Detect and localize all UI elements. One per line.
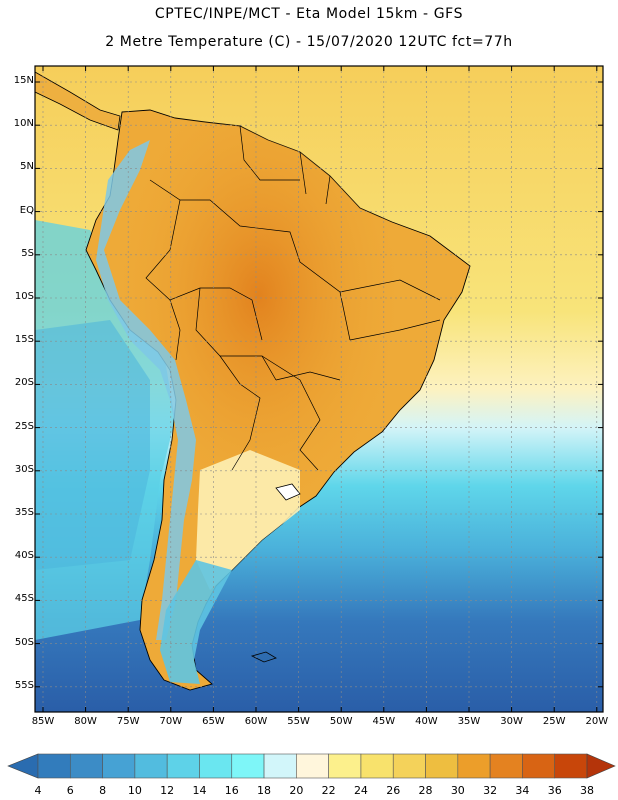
colorbar-segment	[102, 753, 136, 779]
colorbar	[7, 753, 616, 779]
map-subtitle: 2 Metre Temperature (C) - 15/07/2020 12U…	[105, 34, 513, 50]
colorbar-segment	[37, 753, 71, 779]
colorbar-label: 28	[418, 784, 433, 797]
lon-label: 20W	[585, 716, 609, 727]
rio-de-la-plata	[275, 483, 301, 501]
southern-cone-mild	[196, 450, 300, 590]
lat-label: 45S	[14, 593, 34, 605]
colorbar-segment	[392, 753, 426, 779]
lon-label: 50W	[329, 716, 353, 727]
colorbar-segment	[554, 753, 588, 779]
colorbar-label: 38	[580, 784, 594, 797]
lat-label: 5N	[20, 161, 34, 173]
lon-label: 85W	[31, 716, 55, 727]
lat-label: 10S	[14, 291, 34, 302]
lon-label: 60W	[244, 716, 268, 727]
patagonia-cold	[160, 560, 232, 684]
colorbar-label: 8	[99, 784, 107, 797]
lat-label: 35S	[14, 507, 34, 518]
colorbar-label: 18	[257, 784, 272, 797]
colorbar-label: 34	[515, 784, 530, 797]
colorbar-segment	[69, 753, 103, 779]
colorbar-segment	[425, 753, 459, 779]
lon-label: 75W	[116, 716, 140, 727]
colorbar-segment	[328, 753, 362, 779]
falkland-islands	[250, 651, 277, 663]
lat-label: 20S	[14, 377, 34, 389]
colorbar-segment	[522, 753, 556, 779]
colorbar-segment	[199, 753, 233, 779]
colorbar-arrow-low	[7, 753, 39, 779]
colorbar-label: 14	[192, 784, 207, 797]
map-title: CPTEC/INPE/MCT - Eta Model 15km - GFS	[154, 6, 464, 22]
lon-label: 35W	[457, 716, 481, 727]
colorbar-label: 10	[127, 784, 142, 797]
colorbar-label: 36	[547, 784, 562, 797]
lat-label: 10N	[13, 118, 34, 130]
lat-label: 55S	[14, 679, 34, 691]
country-borders	[145, 125, 441, 471]
lon-label: 80W	[74, 716, 97, 727]
colorbar-segment	[360, 753, 394, 779]
colorbar-label: 32	[483, 784, 498, 797]
colorbar-label: 24	[353, 784, 368, 797]
colorbar-segment	[134, 753, 168, 779]
colorbar-label: 4	[34, 784, 42, 797]
colorbar-label: 16	[224, 784, 239, 797]
colorbar-arrow-high	[586, 753, 616, 779]
colorbar-label: 26	[386, 784, 401, 797]
lon-label: 40W	[415, 716, 438, 727]
lat-label: 50S	[14, 636, 34, 648]
axis-ticks	[35, 66, 603, 712]
colorbar-label: 20	[289, 784, 304, 797]
lat-label: 15N	[13, 75, 34, 86]
colorbar-label: 30	[450, 784, 465, 797]
lat-label: 5S	[21, 247, 34, 259]
lat-label: 15S	[14, 334, 34, 346]
lon-label: 65W	[202, 716, 225, 727]
central-america-landmass	[35, 71, 121, 131]
colorbar-label: 12	[160, 784, 175, 797]
colorbar-segment	[263, 753, 297, 779]
colorbar-segment	[457, 753, 491, 779]
colorbar-label: 6	[66, 784, 74, 797]
lon-label: 55W	[287, 716, 310, 727]
lon-label: 30W	[500, 716, 523, 727]
colorbar-segment	[166, 753, 200, 779]
map-frame	[34, 65, 604, 713]
andes-cold-strip	[96, 140, 196, 640]
lat-label: 25S	[14, 420, 34, 432]
colorbar-label: 22	[321, 784, 336, 797]
colorbar-segment	[231, 753, 265, 779]
colorbar-segment	[296, 753, 329, 779]
colorbar-segment	[489, 753, 523, 779]
lat-label: EQ	[19, 204, 34, 216]
lon-label: 70W	[159, 716, 183, 727]
lon-label: 45W	[372, 716, 396, 727]
lat-label: 40S	[14, 550, 34, 562]
lon-label: 25W	[542, 716, 566, 727]
lat-label: 30S	[14, 463, 34, 475]
pacific-colder-band	[35, 320, 150, 570]
